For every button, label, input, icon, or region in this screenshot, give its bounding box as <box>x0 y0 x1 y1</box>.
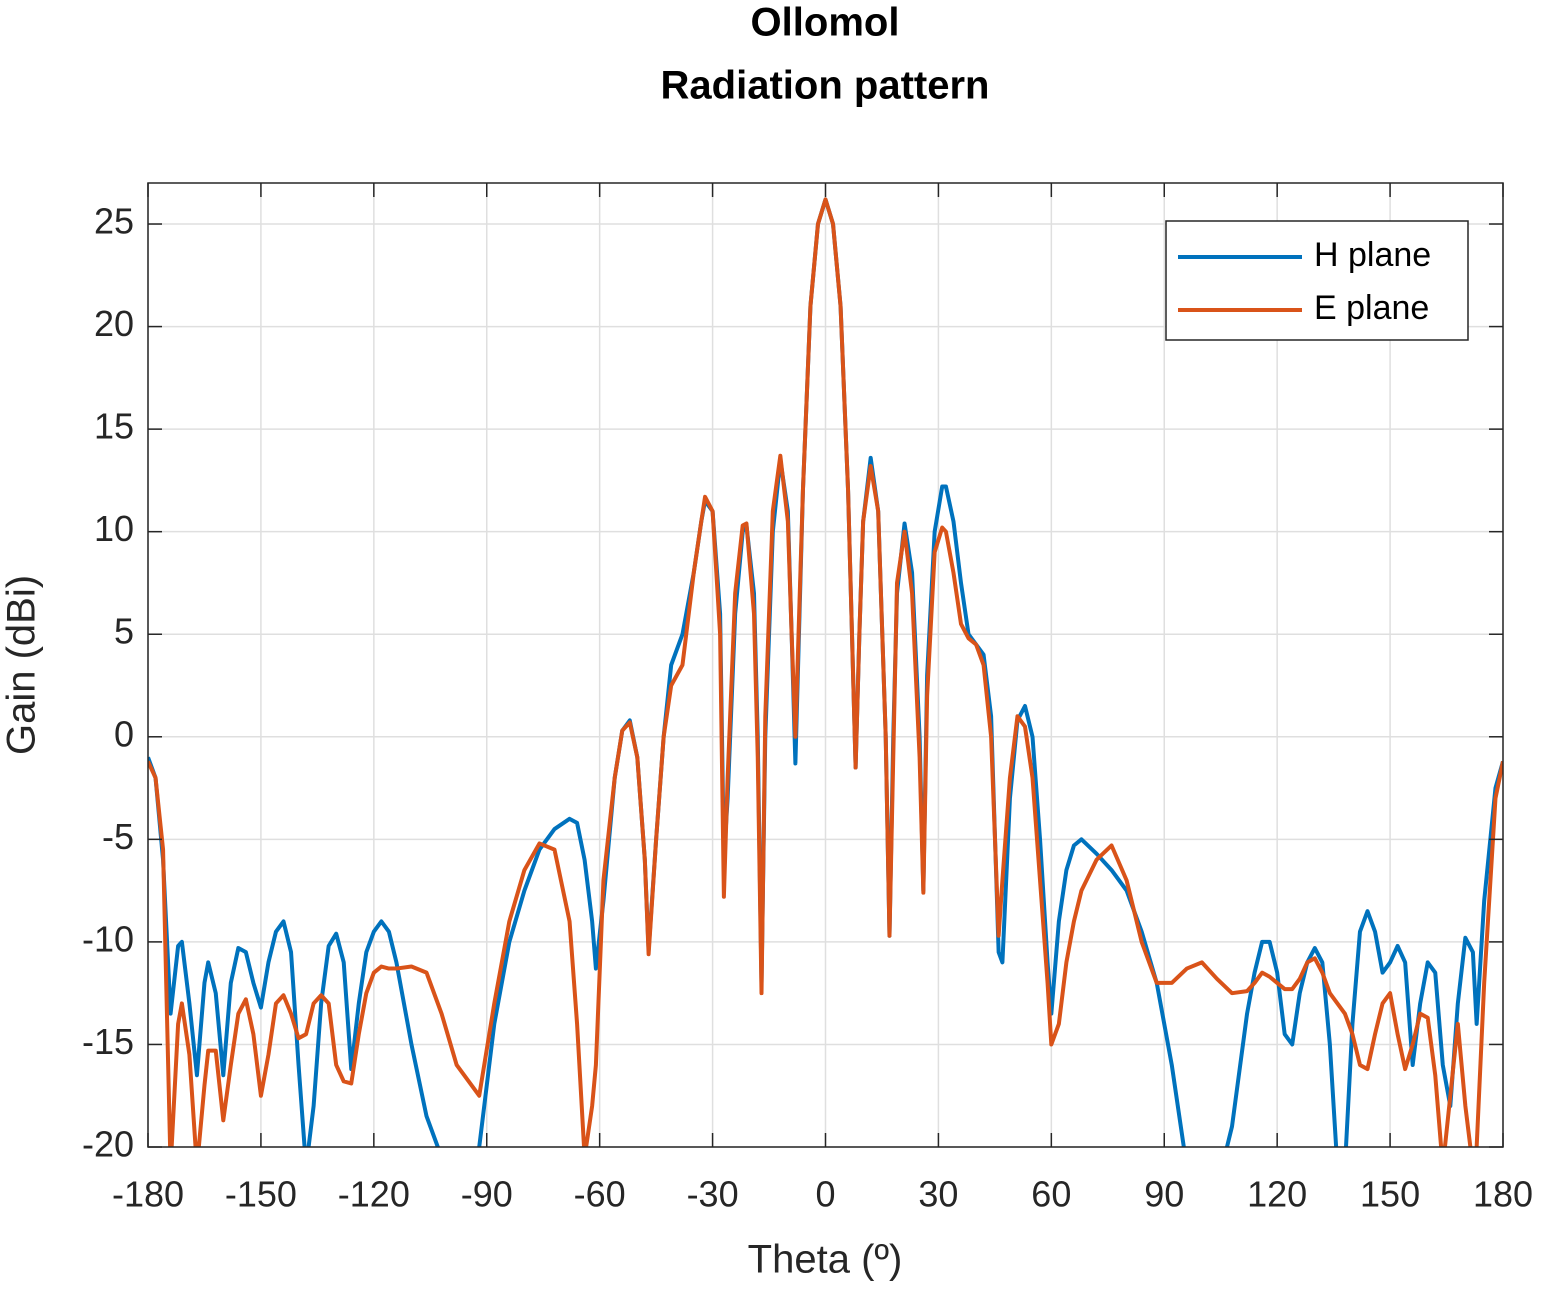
y-tick-label: -15 <box>82 1021 134 1062</box>
legend-box <box>1165 220 1469 341</box>
y-tick-label: -20 <box>82 1124 134 1165</box>
y-axis-label: Gain (dBi) <box>0 575 44 755</box>
x-tick-label: 120 <box>1247 1174 1307 1215</box>
x-tick-label: 180 <box>1473 1174 1533 1215</box>
chart-title: Ollomol <box>751 1 900 45</box>
y-tick-label: 20 <box>94 303 134 344</box>
legend-label: E plane <box>1314 289 1429 327</box>
x-tick-label: -180 <box>112 1174 184 1215</box>
y-tick-label: 0 <box>114 713 134 754</box>
x-tick-label: -60 <box>574 1174 626 1215</box>
y-tick-label: 25 <box>94 201 134 242</box>
y-tick-label: -10 <box>82 918 134 959</box>
x-tick-label: 30 <box>918 1174 958 1215</box>
lines <box>148 197 1503 1147</box>
y-tick-label: 10 <box>94 508 134 549</box>
y-tick-label: 15 <box>94 406 134 447</box>
y-tick-label: -5 <box>102 816 134 857</box>
legend-label: H plane <box>1314 236 1431 274</box>
chart-subtitle: Radiation pattern <box>661 64 990 108</box>
x-tick-label: -90 <box>461 1174 513 1215</box>
data-line <box>148 197 1503 1147</box>
legend: H plane E plane <box>1165 220 1469 341</box>
x-tick-label: -120 <box>338 1174 410 1215</box>
y-tick-label: 5 <box>114 611 134 652</box>
x-tick-label: 60 <box>1031 1174 1071 1215</box>
x-axis-label: Theta (º) <box>748 1238 903 1282</box>
x-tick-label: 150 <box>1360 1174 1420 1215</box>
x-tick-label: 90 <box>1144 1174 1184 1215</box>
x-tick-label: -150 <box>225 1174 297 1215</box>
x-tick-label: -30 <box>687 1174 739 1215</box>
x-tick-label: 0 <box>815 1174 835 1215</box>
